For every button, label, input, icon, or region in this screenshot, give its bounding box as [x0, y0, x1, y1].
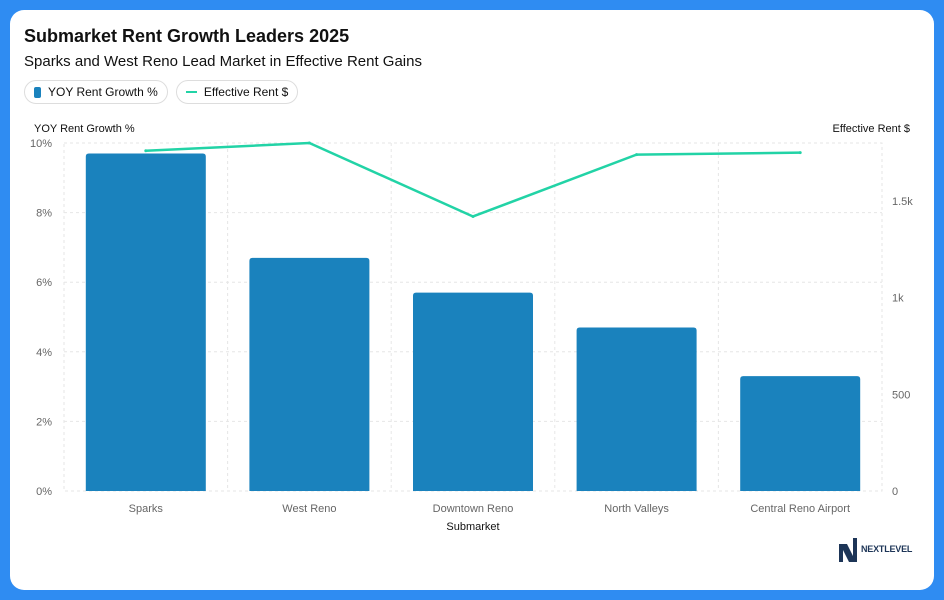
y-right-axis-title: Effective Rent $: [833, 123, 910, 135]
legend-item-rent[interactable]: Effective Rent $: [175, 80, 299, 104]
y-tick-label: 6%: [36, 277, 52, 289]
x-tick-label: Central Reno Airport: [750, 503, 850, 515]
legend-label-growth: YOY Rent Growth %: [48, 85, 158, 99]
effective-rent-point: [144, 149, 148, 153]
effective-rent-point: [798, 151, 802, 155]
bar-sparks: [85, 153, 206, 491]
effective-rent-point: [471, 214, 475, 218]
x-tick-label: Downtown Reno: [433, 503, 514, 515]
y-tick-label: 8%: [36, 208, 52, 220]
effective-rent-point: [307, 141, 311, 145]
y-tick-label: 0%: [36, 486, 52, 498]
legend: YOY Rent Growth % Effective Rent $: [24, 80, 299, 104]
nextlevel-logo: NEXTLEVEL: [838, 536, 912, 562]
bar-west-reno: [249, 257, 370, 491]
y-tick-label: 10%: [30, 138, 52, 150]
legend-line-swatch: [185, 91, 197, 93]
logo-mark-icon: [839, 538, 857, 562]
x-tick-label: North Valleys: [604, 503, 669, 515]
y-right-tick-label: 500: [892, 389, 910, 401]
y-axis-title: YOY Rent Growth %: [34, 123, 135, 135]
bar-north-valleys: [576, 327, 697, 491]
legend-bar-swatch: [34, 86, 41, 98]
legend-label-rent: Effective Rent $: [203, 85, 289, 99]
y-tick-label: 2%: [36, 416, 52, 428]
chart-subtitle: Sparks and West Reno Lead Market in Effe…: [24, 53, 422, 70]
x-tick-label: West Reno: [282, 503, 336, 515]
y-right-tick-label: 0: [892, 486, 898, 498]
x-axis-title: Submarket: [446, 521, 499, 533]
bar-central-reno-airport: [740, 376, 861, 491]
bar-downtown-reno: [413, 292, 533, 491]
effective-rent-line: [145, 141, 801, 218]
legend-item-growth[interactable]: YOY Rent Growth %: [24, 80, 168, 104]
logo-text: NEXTLEVEL: [861, 543, 913, 554]
effective-rent-point: [635, 153, 639, 157]
y-right-tick-label: 1.5k: [892, 196, 913, 208]
y-right-tick-label: 1k: [892, 293, 904, 305]
y-tick-label: 4%: [36, 347, 52, 359]
chart-title: Submarket Rent Growth Leaders 2025: [24, 26, 350, 46]
x-tick-label: Sparks: [129, 503, 164, 515]
